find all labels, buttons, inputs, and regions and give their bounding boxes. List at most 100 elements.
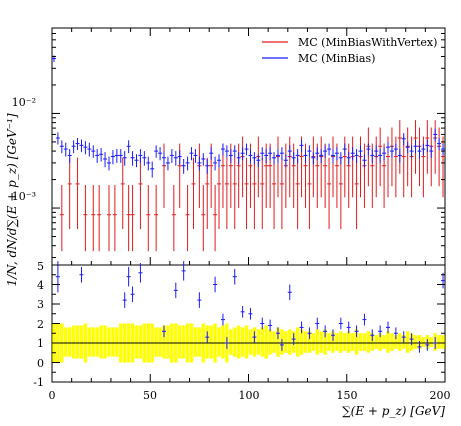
ratio-band-segment (350, 333, 355, 351)
x-axis-label: ∑(E + p_z) [GeV] (342, 404, 445, 418)
ratio-point (315, 317, 320, 330)
minbias-point (185, 156, 190, 171)
minbias-point (441, 143, 446, 156)
ratio-band-segment (244, 325, 249, 359)
ratio-point (79, 266, 84, 283)
ratio-band-segment (111, 327, 115, 357)
ratio-point (173, 282, 178, 299)
ratio-band-segment (229, 329, 233, 355)
minbias-point (370, 149, 375, 163)
minbias-point (268, 147, 273, 161)
y-axis-label: 1/N, dN/d∑(E + p_z) [GeV⁻¹] (5, 113, 19, 286)
ratio-band-segment (181, 325, 186, 359)
ratio-point (279, 339, 284, 351)
minbias-point (110, 150, 115, 165)
minbias-point (417, 145, 422, 158)
x-tick-label-200: 200 (430, 389, 451, 402)
minbias-point (425, 139, 430, 153)
minbias-point (358, 145, 363, 158)
minbias-point (350, 147, 355, 161)
ratio-point (370, 329, 375, 342)
ratio-point (213, 276, 218, 293)
ratio-point (232, 268, 237, 285)
ratio-point (252, 331, 257, 343)
ratio-band-segment (362, 333, 367, 351)
ratio-band-segment (107, 327, 111, 357)
minbias-point (197, 156, 202, 171)
minbias-point (413, 140, 418, 154)
minbias-point (118, 149, 123, 163)
ratio-band-segment (233, 327, 237, 357)
minbias-point (79, 139, 84, 153)
ratio-point (378, 325, 383, 338)
ratio-points (55, 261, 446, 353)
minbias-point (103, 152, 108, 168)
minbias-point (83, 141, 88, 155)
ratio-band-segment (335, 333, 339, 351)
minbias-point (334, 147, 339, 161)
minbias-point (59, 140, 64, 154)
minbias-with-vertex-point (330, 136, 335, 198)
ratio-point (307, 327, 312, 340)
minbias-with-vertex-point (272, 157, 277, 230)
minbias-point (260, 147, 265, 161)
minbias-point (126, 140, 131, 154)
minbias-point (193, 149, 198, 163)
ratio-band-segment (75, 325, 80, 359)
minbias-point (429, 145, 434, 158)
ratio-band-segment (166, 325, 170, 359)
minbias-point (55, 132, 60, 145)
ratio-band-segment (64, 327, 68, 357)
ratio-point (433, 337, 438, 349)
ratio-band-segment (91, 327, 95, 357)
ratio-band-segment (154, 327, 158, 357)
minbias-with-vertex-point (120, 157, 125, 230)
ratio-band-segment (209, 325, 213, 359)
minbias-with-vertex-point (213, 185, 218, 252)
ratio-point (122, 292, 127, 308)
ratio-band-segment (268, 329, 272, 355)
minbias-point (158, 147, 163, 161)
minbias-point (330, 149, 335, 163)
ratio-band-segment (311, 333, 316, 351)
ratio-band-segment (398, 333, 402, 351)
ratio-point (224, 337, 229, 349)
minbias-point (307, 145, 312, 158)
ratio-band-segment (256, 329, 260, 355)
minbias-point (106, 156, 111, 171)
main-y-tick-label-1e-2: 10⁻² (12, 96, 36, 109)
minbias-point (75, 137, 80, 151)
ratio-point (275, 327, 280, 340)
ratio-point (205, 331, 210, 343)
ratio-band-segment (358, 333, 363, 351)
minbias-with-vertex-point (350, 136, 355, 198)
ratio-point (130, 286, 135, 303)
ratio-point (346, 321, 351, 334)
legend-label-minbias: MC (MinBias) (298, 52, 375, 65)
minbias-point (311, 152, 316, 165)
ratio-band-segment (221, 325, 225, 359)
minbias-point (405, 141, 410, 154)
minbias-point (201, 153, 206, 166)
ratio-band-segment (394, 335, 398, 349)
ratio-y-tick-label-1: 1 (37, 337, 44, 350)
minbias-with-vertex-point (138, 157, 143, 230)
ratio-point (299, 321, 304, 334)
ratio-point (55, 261, 60, 293)
minbias-with-vertex-point (91, 185, 96, 252)
minbias-point (220, 143, 225, 156)
minbias-point (240, 147, 245, 161)
minbias-point (295, 149, 300, 163)
ratio-y-tick-label-0: 0 (37, 357, 44, 370)
legend-label-minbias-with-vertex: MC (MinBiasWithVertex) (298, 36, 437, 49)
minbias-with-vertex-point (112, 185, 117, 252)
ratio-band-segment (71, 325, 76, 359)
ratio-point (197, 292, 202, 308)
minbias-with-vertex-point (232, 157, 237, 230)
ratio-band-segment (95, 327, 99, 357)
ratio-point (409, 333, 414, 345)
ratio-point (138, 263, 143, 283)
minbias-point (397, 149, 402, 163)
minbias-point (256, 154, 261, 168)
ratio-band-segment (315, 329, 319, 355)
